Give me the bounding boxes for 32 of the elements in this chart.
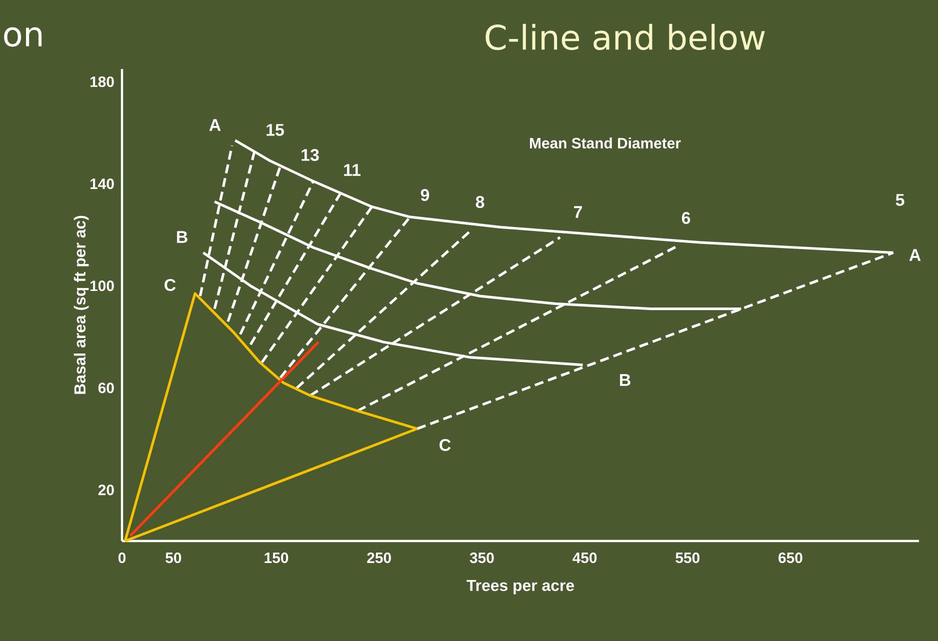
x-tick-label: 150 [264,552,288,564]
y-tick-label: 100 [90,280,114,292]
x-tick-label: 350 [470,552,494,564]
annotation: B [620,374,630,386]
annotation: 5 [896,194,904,206]
annotation: C [164,278,176,291]
y-tick-label: 140 [90,178,114,190]
x-tick-label: 450 [572,552,597,564]
y-tick-label: 60 [98,382,114,394]
x-tick-label: 650 [778,552,802,564]
x-tick-label: 50 [166,552,182,564]
x-tick-label: 0 [118,552,126,564]
annotation: 13 [302,148,319,161]
annotation: 6 [682,212,690,224]
y-axis-title: Basal area (sq ft per ac) [74,216,89,394]
annotation: 7 [574,206,582,218]
annotation: 11 [344,164,360,176]
x-axis-title: Trees per acre [466,580,574,594]
x-tick-label: 250 [367,552,391,564]
annotation: 9 [420,188,430,201]
annotation: A [209,119,221,131]
annotation: Mean Stand Diameter [530,138,681,148]
text: on [4,27,42,47]
y-tick-label: 20 [98,484,114,496]
annotation: B [177,231,188,243]
annotation: C [440,438,451,451]
x-tick-label: 550 [676,552,700,564]
y-tick-label: 180 [90,76,114,88]
annotation: 8 [476,196,484,208]
annotation: A [909,249,921,261]
annotation: 15 [266,124,284,136]
chart-title: C-line and below [486,24,765,50]
